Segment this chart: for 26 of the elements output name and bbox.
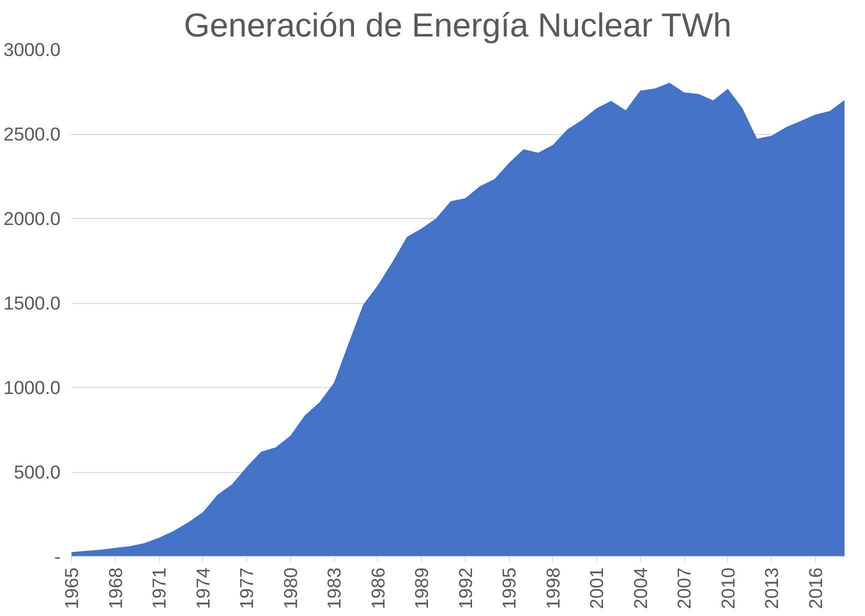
- x-tick-label: 2007: [674, 567, 695, 610]
- x-tick-label: 1983: [324, 567, 345, 610]
- y-tick-label: 1500.0: [3, 292, 60, 314]
- x-tick-label: 1971: [148, 567, 170, 610]
- x-tick-label: 1989: [411, 567, 432, 610]
- x-tick-label: 2001: [586, 567, 608, 610]
- x-tick-label: 1986: [367, 567, 388, 610]
- x-tick-label: 2004: [630, 567, 651, 610]
- x-tick-label: 1995: [498, 567, 520, 610]
- x-tick-label: 2010: [717, 567, 738, 610]
- y-tick-label: -: [54, 546, 61, 567]
- x-tick-label: 2016: [804, 567, 826, 610]
- y-tick-label: 1000.0: [3, 377, 60, 398]
- x-tick-label: 2013: [761, 567, 782, 610]
- chart-title: Generación de Energía Nuclear TWh: [184, 8, 732, 44]
- x-tick-label: 1992: [454, 567, 476, 610]
- x-tick-label: 1977: [236, 567, 258, 610]
- x-tick-label: 1998: [542, 567, 564, 610]
- x-tick-label: 1968: [104, 567, 126, 610]
- x-tick-label: 1965: [61, 567, 82, 610]
- y-tick-label: 3000.0: [3, 39, 60, 60]
- y-tick-label: 500.0: [14, 462, 60, 482]
- y-tick-label: 2500.0: [3, 124, 60, 144]
- x-tick-label: 1980: [280, 567, 301, 610]
- x-tick-label: 1974: [192, 567, 214, 610]
- y-tick-label: 2000.0: [3, 208, 60, 229]
